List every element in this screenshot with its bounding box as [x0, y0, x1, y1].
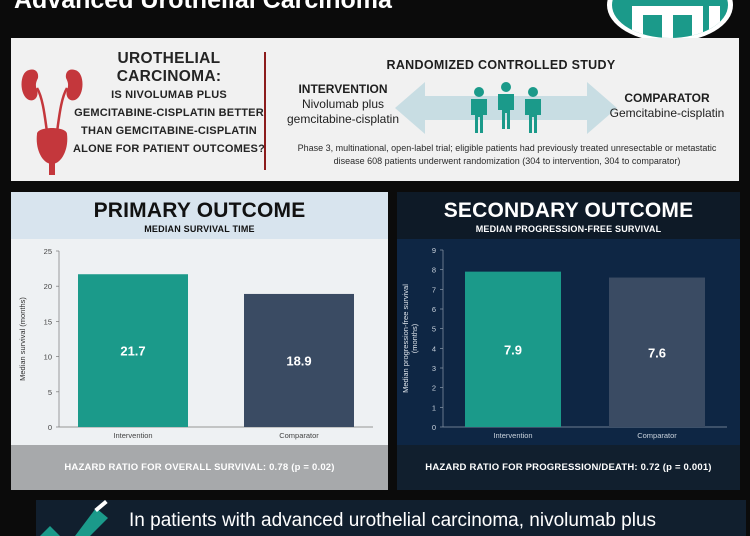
intervention-text: Nivolumab plus gemcitabine-cisplatin [286, 97, 400, 126]
x-tick-label: Intervention [113, 431, 152, 440]
y-tick-label: 0 [48, 423, 52, 432]
primary-chart-area: 0 5 10 15 20 25 Median survival (months) 21.7 In… [11, 239, 388, 445]
urinary-tract-icon [21, 69, 83, 175]
conclusion-banner: In patients with advanced urothelial car… [36, 500, 746, 536]
y-tick-label: 20 [44, 282, 52, 291]
logo-mark-icon [612, 0, 728, 38]
secondary-outcome-subtitle: MEDIAN PROGRESSION-FREE SURVIVAL [475, 224, 662, 234]
secondary-outcome-panel: SECONDARY OUTCOME MEDIAN PROGRESSION-FRE… [397, 192, 740, 490]
bar-comparator [609, 277, 705, 427]
x-tick-label: Comparator [637, 431, 677, 440]
y-tick-label: 5 [432, 325, 436, 334]
x-tick-label: Intervention [493, 431, 532, 440]
checkmark-icon [40, 500, 108, 536]
study-summary-panel: UROTHELIAL CARCINOMA: IS NIVOLUMAB PLUS … [11, 38, 739, 181]
y-tick-label: 6 [432, 305, 436, 314]
divider [264, 52, 266, 170]
primary-hazard-ratio: HAZARD RATIO FOR OVERALL SURVIVAL: 0.78 … [11, 445, 388, 490]
bar-comparator [244, 293, 354, 427]
primary-outcome-title: PRIMARY OUTCOME [93, 199, 306, 222]
conclusion-text: In patients with advanced urothelial car… [129, 510, 657, 531]
bar-intervention [465, 271, 561, 427]
secondary-hazard-ratio: HAZARD RATIO FOR PROGRESSION/DEATH: 0.72… [397, 445, 740, 490]
survival-bar-chart: 0 5 10 15 20 25 Median survival (months) 21.7 In… [18, 247, 373, 440]
pfs-bar-chart: 0 1 2 3 4 5 6 7 8 9 Median progression-free surviv… [401, 246, 727, 440]
primary-outcome-subtitle: MEDIAN SURVIVAL TIME [144, 224, 255, 234]
y-tick-label: 15 [44, 317, 52, 326]
y-tick-label: 9 [432, 246, 436, 255]
y-tick-label: 4 [432, 344, 436, 353]
study-design-label: RANDOMIZED CONTROLLED STUDY [386, 58, 616, 72]
study-description: Phase 3, multinational, open-label trial… [297, 143, 717, 166]
y-tick-label: 0 [432, 423, 436, 432]
y-tick-label: 7 [432, 285, 436, 294]
y-axis-label: Median survival (months) [18, 297, 27, 381]
journal-logo [607, 0, 733, 42]
y-tick-label: 1 [432, 403, 436, 412]
secondary-outcome-header: SECONDARY OUTCOME MEDIAN PROGRESSION-FRE… [397, 192, 740, 239]
page-title: Advanced Urothelial Carcinoma [14, 0, 392, 14]
y-axis-label: Median progression-free survival(months) [401, 284, 419, 393]
secondary-chart-area: 0 1 2 3 4 5 6 7 8 9 Median progression-free surviv… [397, 239, 740, 445]
y-tick-label: 3 [432, 364, 436, 373]
randomization-arrow-icon [395, 82, 617, 134]
question-title: UROTHELIAL CARCINOMA: [116, 50, 222, 85]
question-body: IS NIVOLUMAB PLUS GEMCITABINE-CISPLATIN … [73, 89, 265, 155]
comparator-text: Gemcitabine-cisplatin [609, 106, 725, 120]
primary-outcome-header: PRIMARY OUTCOME MEDIAN SURVIVAL TIME [11, 192, 388, 239]
y-tick-label: 2 [432, 384, 436, 393]
primary-outcome-panel: PRIMARY OUTCOME MEDIAN SURVIVAL TIME 0 5 1… [11, 192, 388, 490]
bar-value-label: 7.9 [504, 342, 522, 357]
bar-intervention [78, 274, 188, 427]
research-question: UROTHELIAL CARCINOMA: IS NIVOLUMAB PLUS … [73, 50, 265, 158]
intervention-label: INTERVENTION [298, 82, 388, 96]
bar-value-label: 7.6 [648, 345, 666, 360]
y-tick-label: 5 [48, 388, 52, 397]
x-tick-label: Comparator [279, 431, 319, 440]
secondary-outcome-title: SECONDARY OUTCOME [443, 199, 694, 222]
y-tick-label: 8 [432, 266, 436, 275]
comparator-label: COMPARATOR [624, 91, 710, 105]
y-tick-label: 10 [44, 353, 52, 362]
y-tick-label: 25 [44, 247, 52, 256]
bar-value-label: 18.9 [286, 353, 311, 368]
bar-value-label: 21.7 [120, 344, 145, 359]
